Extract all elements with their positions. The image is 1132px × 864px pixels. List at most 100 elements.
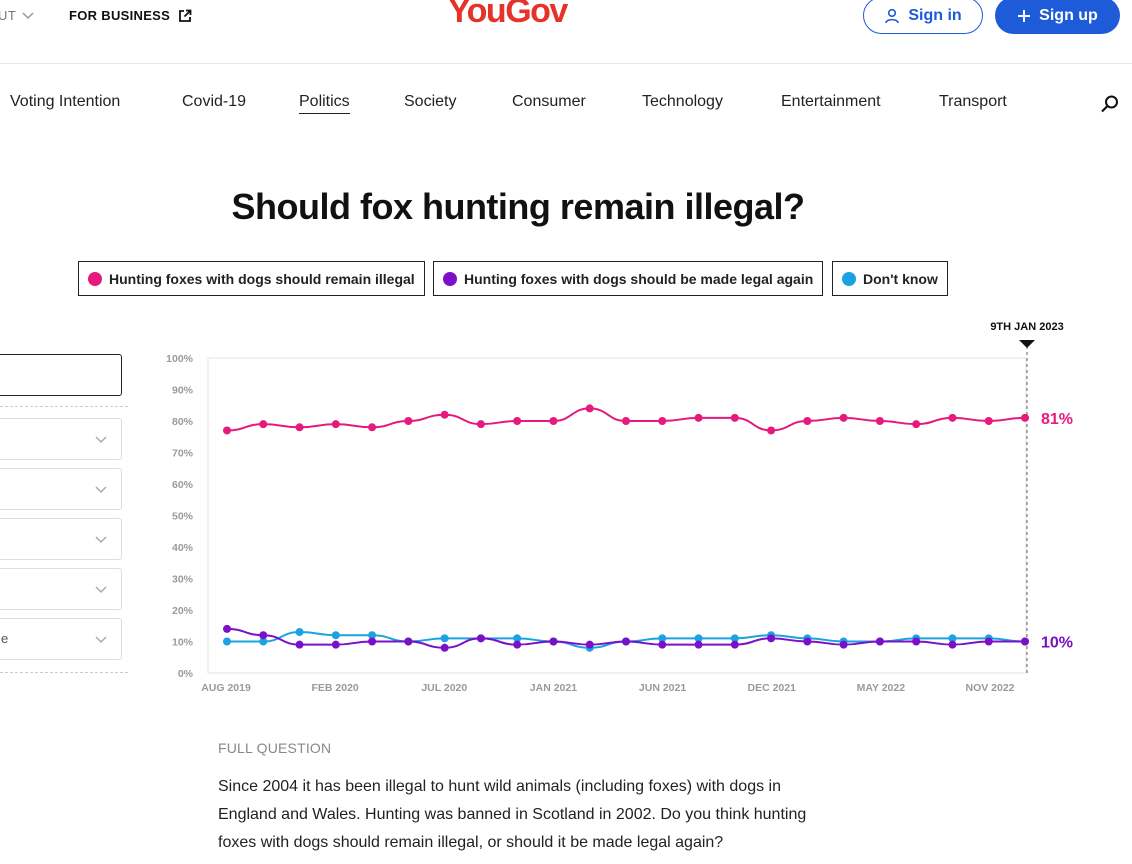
data-point-remain — [984, 417, 993, 425]
legend-item-remain-illegal[interactable]: Hunting foxes with dogs should remain il… — [78, 261, 425, 296]
data-point-legal — [223, 624, 231, 633]
data-point-legal — [912, 637, 921, 646]
nav-item-transport[interactable]: Transport — [939, 93, 1007, 110]
data-point-dontknow — [295, 628, 304, 637]
data-point-remain — [839, 413, 848, 422]
filter-input[interactable] — [0, 354, 122, 396]
data-point-remain — [404, 417, 413, 425]
data-point-dontknow — [658, 634, 667, 643]
y-tick-label: 20% — [172, 605, 194, 617]
nav-item-entertainment[interactable]: Entertainment — [781, 93, 881, 110]
x-tick-label: JAN 2021 — [530, 682, 577, 694]
for-business-label: FOR BUSINESS — [69, 8, 171, 23]
nav-item-politics[interactable]: Politics — [299, 93, 350, 114]
data-point-legal — [839, 640, 848, 649]
chevron-down-icon — [95, 486, 107, 494]
line-chart: 0% 10% 20% 30% 40% 50% 60% 70% 80% 90% 100% AUG 201… — [166, 321, 1073, 694]
y-tick-label: 70% — [172, 448, 194, 460]
end-label-remain: 81% — [1041, 411, 1073, 428]
divider — [0, 672, 128, 673]
date-marker-arrow-icon — [1019, 340, 1035, 348]
y-tick-label: 30% — [172, 574, 194, 586]
data-point-remain — [259, 420, 268, 429]
x-tick-label: NOV 2022 — [965, 682, 1014, 694]
nav-item-consumer[interactable]: Consumer — [512, 93, 586, 110]
data-point-legal — [476, 634, 485, 643]
legend-label: Don't know — [863, 270, 938, 287]
filter-select-3[interactable] — [0, 518, 122, 560]
yougov-logo[interactable]: YouGov — [448, 0, 568, 30]
full-question-text: Since 2004 it has been illegal to hunt w… — [218, 778, 807, 851]
y-tick-label: 80% — [172, 416, 194, 428]
y-tick-label: 10% — [172, 637, 194, 649]
nav-item-technology[interactable]: Technology — [642, 93, 723, 110]
data-point-dontknow — [948, 634, 957, 643]
user-icon — [885, 8, 900, 23]
filter-select-4[interactable] — [0, 568, 122, 610]
chevron-down-icon — [95, 586, 107, 594]
plot-frame — [207, 357, 1027, 674]
data-point-legal — [984, 637, 993, 646]
data-point-legal — [259, 631, 268, 640]
x-tick-label: JUL 2020 — [421, 682, 467, 694]
sign-in-button[interactable]: Sign in — [863, 0, 983, 34]
data-point-remain — [331, 420, 340, 429]
data-point-legal — [730, 640, 739, 649]
data-point-remain — [912, 420, 921, 429]
legend-label: Hunting foxes with dogs should be made l… — [464, 270, 814, 287]
data-point-legal — [622, 637, 630, 646]
external-link-icon — [179, 9, 192, 22]
data-point-dontknow — [440, 634, 449, 643]
divider — [0, 406, 128, 407]
data-point-legal — [368, 637, 377, 646]
data-point-remain — [1021, 413, 1029, 422]
end-label-legal: 10% — [1041, 635, 1073, 652]
legend-item-made-legal[interactable]: Hunting foxes with dogs should be made l… — [433, 261, 824, 296]
filter-select-1[interactable] — [0, 418, 122, 460]
data-point-remain — [368, 423, 377, 432]
about-menu[interactable]: UT — [0, 8, 34, 23]
y-tick-label: 40% — [172, 542, 194, 554]
chevron-down-icon — [95, 536, 107, 544]
data-point-remain — [730, 413, 739, 422]
data-point-remain — [223, 426, 231, 435]
nav-item-society[interactable]: Society — [404, 93, 457, 110]
data-point-legal — [585, 640, 594, 649]
data-point-remain — [476, 420, 485, 429]
data-point-remain — [549, 417, 558, 425]
plus-icon — [1018, 9, 1031, 22]
data-point-legal — [694, 640, 703, 649]
x-tick-label: AUG 2019 — [201, 682, 251, 694]
data-point-legal — [803, 637, 812, 646]
data-point-remain — [803, 417, 812, 425]
nav-item-voting-intention[interactable]: Voting Intention — [10, 93, 121, 110]
x-tick-label: MAY 2022 — [857, 682, 906, 694]
data-point-dontknow — [730, 634, 739, 643]
data-point-remain — [440, 410, 449, 419]
sign-in-label: Sign in — [908, 6, 962, 24]
y-tick-label: 90% — [172, 385, 194, 397]
date-marker-label: 9TH JAN 2023 — [990, 321, 1063, 333]
nav-item-covid-19[interactable]: Covid-19 — [182, 93, 247, 110]
search-icon[interactable] — [1100, 94, 1120, 114]
x-tick-label: DEC 2021 — [747, 682, 796, 694]
sign-up-button[interactable]: Sign up — [995, 0, 1120, 34]
y-tick-label: 50% — [172, 511, 194, 523]
data-point-legal — [658, 640, 667, 649]
data-point-remain — [875, 417, 884, 425]
data-point-legal — [513, 640, 522, 649]
filter-select-5[interactable]: e — [0, 618, 122, 660]
legend-item-dont-know[interactable]: Don't know — [832, 261, 948, 296]
data-point-remain — [948, 413, 957, 422]
data-point-remain — [658, 417, 667, 425]
chevron-down-icon — [22, 11, 34, 19]
x-tick-label: JUN 2021 — [639, 682, 686, 694]
data-point-remain — [767, 426, 776, 435]
data-point-legal — [295, 640, 304, 649]
legend-dot — [842, 271, 856, 286]
for-business-link[interactable]: FOR BUSINESS — [69, 8, 192, 23]
data-point-dontknow — [368, 631, 377, 640]
data-point-dontknow — [223, 637, 231, 646]
filter-select-2[interactable] — [0, 468, 122, 510]
data-point-legal — [875, 637, 884, 646]
